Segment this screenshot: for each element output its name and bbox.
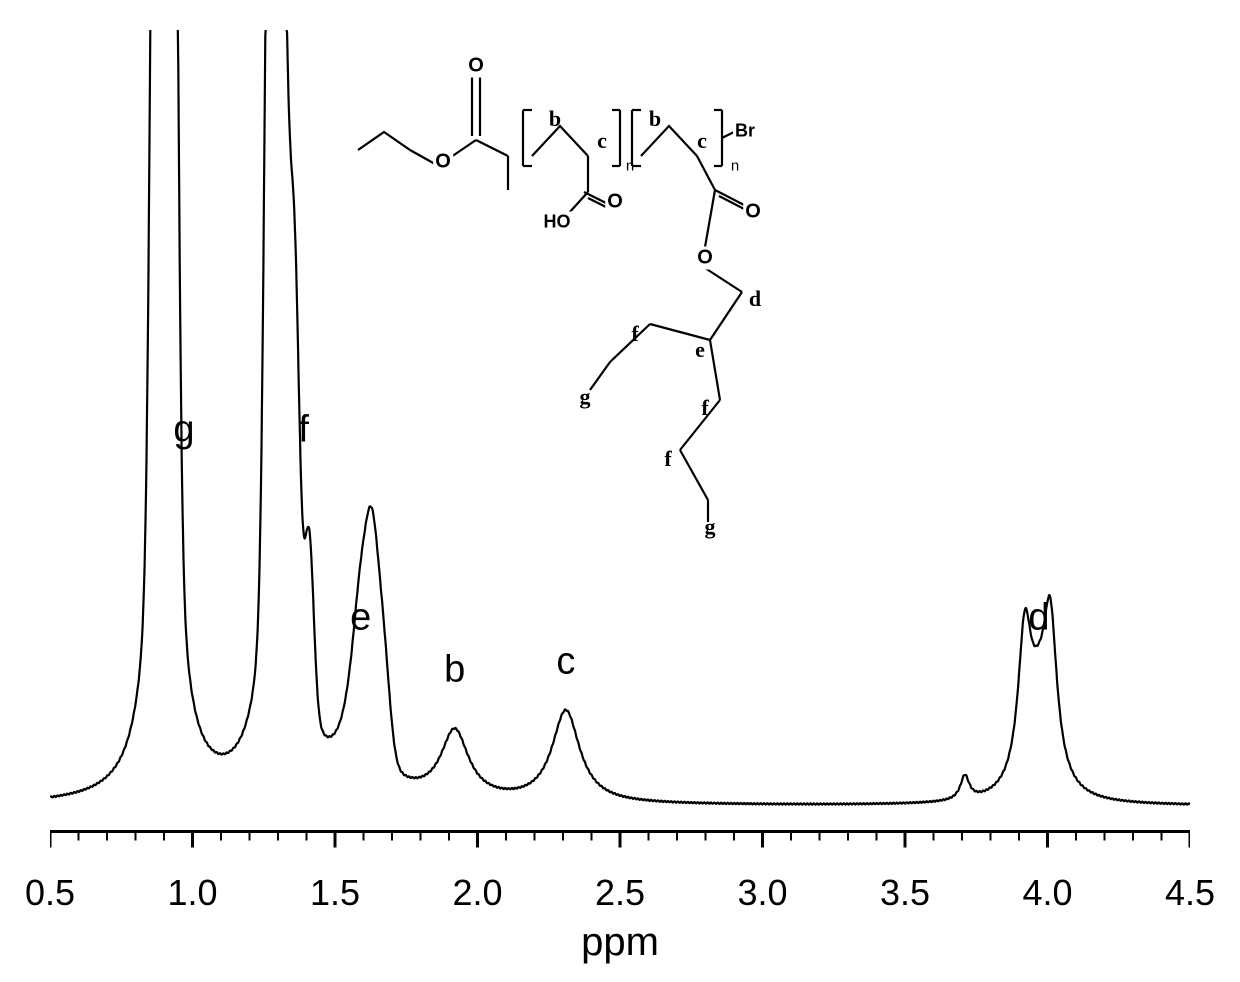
chemical-structure (350, 32, 920, 532)
structure-proton-label: g (705, 514, 716, 540)
x-axis (50, 830, 1190, 870)
peak-label: b (444, 649, 465, 692)
atom-label: O (433, 151, 453, 174)
x-axis-tick-label: 1.5 (310, 872, 360, 914)
structure-proton-label: c (697, 128, 707, 154)
x-axis-tick-label: 1.0 (167, 872, 217, 914)
atom-label: HO (542, 212, 573, 233)
structure-proton-label: f (701, 395, 708, 421)
x-axis-title: ppm (581, 920, 659, 965)
peak-label: e (350, 597, 371, 640)
structure-proton-label: b (649, 106, 661, 132)
peak-label: g (173, 409, 194, 452)
repeat-unit-subscript: n (731, 158, 739, 175)
atom-label: O (695, 247, 715, 270)
x-axis-tick-label: 3.5 (880, 872, 930, 914)
x-axis-tick-label: 0.5 (25, 872, 75, 914)
structure-proton-label: e (695, 337, 705, 363)
peak-label: f (298, 409, 309, 452)
structure-proton-label: b (549, 106, 561, 132)
figure-canvas: 0.5 1.0 1.5 2.0 2.5 3.0 3.5 4.0 4.5 ppm g f e b c d b… (0, 0, 1240, 982)
peak-label: c (556, 641, 575, 684)
structure-proton-label: f (664, 446, 671, 472)
structure-proton-label: d (749, 286, 761, 312)
atom-label: Br (733, 121, 757, 142)
x-axis-tick-label: 2.5 (595, 872, 645, 914)
structure-proton-label: c (597, 128, 607, 154)
structure-proton-label: f (631, 321, 638, 347)
atom-label: O (743, 201, 763, 224)
repeat-unit-subscript: n (626, 158, 634, 175)
peak-label: d (1028, 597, 1049, 640)
structure-proton-label: g (580, 384, 591, 410)
x-axis-tick-label: 2.0 (452, 872, 502, 914)
structure-bonds (350, 32, 920, 532)
atom-label: O (605, 191, 625, 214)
x-axis-tick-label: 4.0 (1022, 872, 1072, 914)
atom-label: O (466, 55, 486, 78)
x-axis-tick-label: 4.5 (1165, 872, 1215, 914)
x-axis-tick-label: 3.0 (737, 872, 787, 914)
